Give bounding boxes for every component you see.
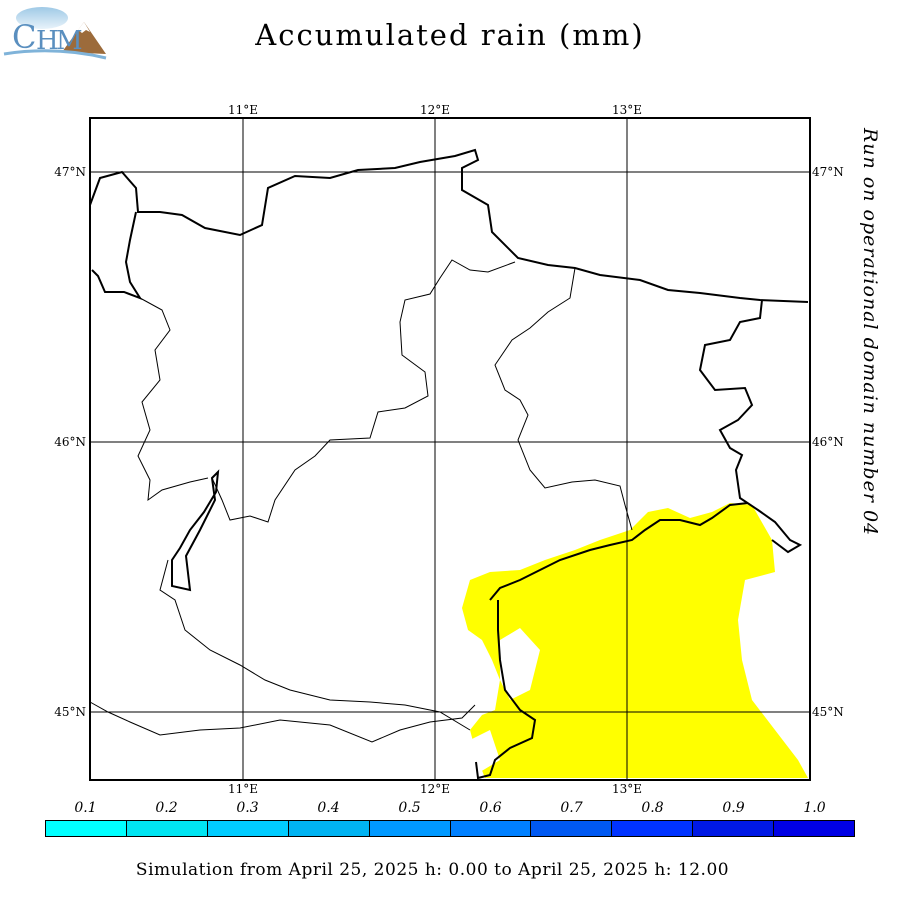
map-title: Accumulated rain (mm) (255, 18, 645, 52)
lon-tick-top-1: 11°E (228, 103, 258, 117)
legend-cell-6 (450, 821, 532, 836)
coast-adriatic (489, 502, 749, 601)
legend-cell-1 (46, 821, 127, 836)
svg-text:H: H (36, 26, 59, 56)
lat-tick-right-2: 46°N (812, 435, 844, 449)
chym-logo-icon: C H M (2, 2, 108, 60)
legend-label-5: 0.5 (398, 800, 421, 816)
lake-garda (171, 469, 220, 592)
lon-tick-bottom-2: 12°E (420, 782, 450, 796)
legend-label-9: 0.9 (722, 800, 745, 816)
legend-cells (45, 820, 855, 837)
color-legend: 0.1 0.2 0.3 0.4 0.5 0.6 0.7 0.8 0.9 1.0 (45, 800, 855, 840)
legend-label-4: 0.4 (317, 800, 340, 816)
delta-gap (470, 730, 500, 772)
legend-label-8: 0.8 (641, 800, 664, 816)
legend-cell-8 (612, 821, 694, 836)
lat-tick-left-3: 45°N (54, 705, 86, 719)
lat-tick-left-1: 47°N (54, 165, 86, 179)
map-frame (89, 117, 811, 781)
rain-area (462, 503, 808, 778)
simulation-period: Simulation from April 25, 2025 h: 0.00 t… (135, 860, 730, 880)
graticule (90, 118, 810, 780)
legend-cell-2 (126, 821, 208, 836)
legend-label-1: 0.1 (74, 800, 97, 816)
lat-tick-right-1: 47°N (812, 165, 844, 179)
border-west (91, 211, 143, 300)
legend-cell-3 (207, 821, 289, 836)
coastline (89, 148, 809, 303)
legend-cell-9 (693, 821, 775, 836)
legend-cell-5 (369, 821, 451, 836)
lagoon-gap (500, 628, 540, 700)
legend-label-7: 0.7 (560, 800, 583, 816)
legend-label-3: 0.3 (236, 800, 259, 816)
lat-tick-left-2: 46°N (54, 435, 86, 449)
lon-tick-bottom-1: 11°E (228, 782, 258, 796)
legend-label-10: 1.0 (803, 800, 826, 816)
border-east (698, 299, 803, 554)
lat-tick-right-3: 45°N (812, 705, 844, 719)
coast-west (475, 600, 537, 780)
legend-label-2: 0.2 (155, 800, 178, 816)
legend-label-6: 0.6 (479, 800, 502, 816)
legend-cell-7 (531, 821, 613, 836)
lon-tick-top-2: 12°E (420, 103, 450, 117)
lon-tick-top-3: 13°E (612, 103, 642, 117)
lon-tick-bottom-3: 13°E (612, 782, 642, 796)
chym-logo: C H M (2, 2, 108, 60)
legend-cell-4 (288, 821, 370, 836)
legend-cell-10 (774, 821, 855, 836)
regional-borders (89, 259, 633, 743)
